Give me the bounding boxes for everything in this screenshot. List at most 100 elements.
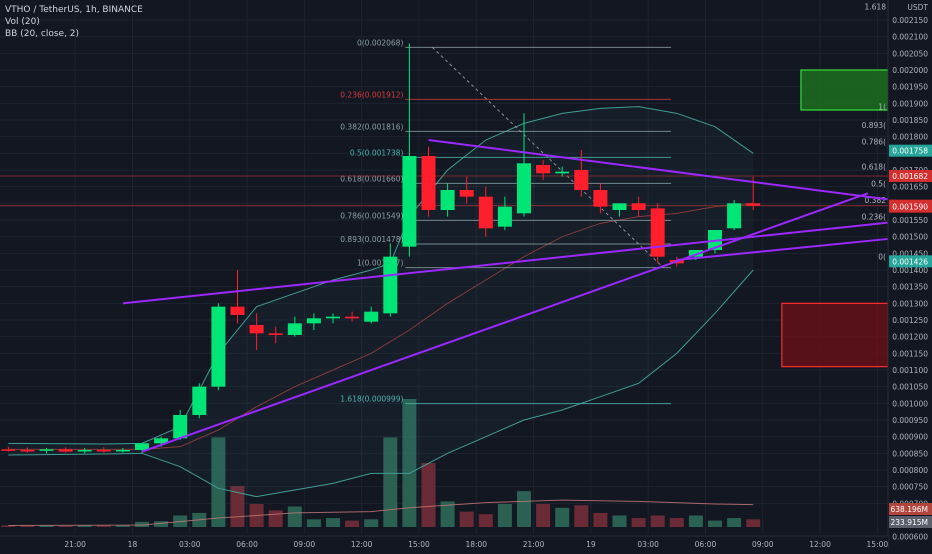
time-tick-label: 03:00 (637, 540, 659, 549)
price-tick-label: 0.000900 (892, 433, 928, 442)
candles (1, 43, 761, 454)
candle-up (727, 203, 742, 229)
volume-bar (536, 503, 551, 527)
price-tick-label: 0.000600 (892, 533, 928, 542)
price-tag-label: 0.001590 (892, 203, 928, 212)
fib-level-label: 0.236(0.001912) (340, 90, 403, 99)
symbol-title[interactable]: VTHO / TetherUS, 1h, BINANCE (5, 5, 143, 15)
fib-level-label: 1.618(0.000999) (340, 395, 403, 404)
candle-up (192, 386, 207, 415)
volume-bar (402, 399, 417, 527)
price-tick-label: 0.002100 (892, 33, 928, 42)
volume-bar (135, 521, 149, 527)
bollinger-basis (8, 202, 754, 450)
time-tick-label: 09:00 (752, 540, 774, 549)
volume-bar (421, 463, 436, 527)
candle-down (1, 449, 16, 451)
time-tick-label: 03:00 (179, 540, 201, 549)
time-tick-label: 15:00 (408, 540, 430, 549)
volume-bar (574, 505, 589, 527)
volume-bar (612, 515, 627, 527)
candle-up (154, 438, 169, 444)
volume-pane (1, 399, 761, 527)
candle-up (517, 163, 531, 214)
candle-up (688, 250, 703, 257)
candle-down (58, 449, 73, 452)
volume-bar (20, 525, 35, 527)
fib-level-label: 0.786(0.001549) (340, 211, 403, 220)
candle-up (383, 256, 398, 314)
candle-up (306, 318, 321, 324)
candle-down (574, 170, 589, 190)
fib-level-label: 1(0.001407) (357, 259, 403, 268)
price-tick-label: 0.002050 (892, 49, 928, 58)
volume-bar (96, 525, 111, 527)
price-tag (889, 200, 932, 213)
candle-down (421, 156, 436, 210)
target-zone (800, 69, 889, 111)
candle-up (555, 171, 570, 174)
volume-bar (669, 518, 684, 527)
price-tick-label: 0.001300 (892, 299, 928, 308)
volume-bar (77, 525, 92, 527)
fibonacci-retracement: 0(0.002068) 0.236(0.001912) 0.382(0.001816… (340, 3, 886, 405)
volume-bar (306, 519, 321, 527)
price-tick-label: 0.001400 (892, 266, 928, 275)
fib-level-label: 0.5(0.001738) (350, 148, 404, 157)
stop-zone (781, 302, 889, 368)
candle-down (631, 203, 646, 210)
time-tick-label: 06:00 (695, 540, 717, 549)
price-tick-label: 0.001900 (892, 99, 928, 108)
price-tick-label: 0.001150 (892, 349, 928, 358)
candle-down (345, 316, 360, 319)
volume-bar (631, 518, 646, 527)
volume-bar (708, 520, 722, 527)
bollinger-indicator-label[interactable]: BB (20, close, 2) (5, 29, 80, 39)
volume-tag-label: 638.196M (891, 505, 929, 514)
time-tick-label: 19 (586, 540, 596, 549)
candle-up (440, 190, 455, 210)
volume-ma-line (8, 499, 754, 526)
price-tick-label: 0.000950 (892, 416, 928, 425)
price-axis[interactable]: USDT0.0006000.0007000.0007500.0008000.00… (887, 0, 932, 550)
price-tick-label: 0.001950 (892, 83, 928, 92)
time-tick-label: 21:00 (64, 540, 86, 549)
volume-bar (58, 525, 73, 527)
price-tick-label: 0.001650 (892, 183, 928, 192)
time-axis[interactable]: 21:00 18 03:00 06:00 09:00 12:00 15:00 18:00 21:… (0, 535, 888, 550)
price-tag-label: 0.001758 (892, 147, 928, 156)
time-tick-label: 18 (128, 540, 138, 549)
volume-bar (727, 518, 742, 527)
volume-bar (497, 503, 512, 527)
candle-down (459, 190, 474, 197)
volume-bar (555, 507, 570, 527)
price-tick-label: 0.001100 (892, 366, 928, 375)
volume-bar (364, 519, 379, 527)
volume-tag (889, 503, 932, 515)
time-tick-label: 12:00 (351, 540, 373, 549)
volume-bar (39, 525, 54, 527)
volume-bar (517, 491, 531, 527)
price-tick-label: 0.001800 (892, 133, 928, 142)
price-tick-label: 0.001050 (892, 383, 928, 392)
volume-bar (746, 519, 761, 527)
price-tick-label: 0.001550 (892, 216, 928, 225)
volume-bar (268, 510, 283, 527)
volume-indicator-label[interactable]: Vol (20) (5, 17, 40, 27)
time-tick-label: 06:00 (236, 540, 258, 549)
time-tick-label: 12:00 (809, 540, 831, 549)
fib-level-label: 0.618(0.001660) (340, 174, 403, 183)
candle-up (211, 306, 226, 387)
candle-up (497, 206, 512, 227)
volume-bar (287, 506, 302, 527)
volume-bar (383, 437, 398, 527)
price-tag (889, 255, 932, 268)
price-tick-label: 0.000750 (892, 483, 928, 492)
candle-up (135, 443, 149, 450)
candle-up (115, 450, 130, 452)
price-axis-unit: USDT (907, 3, 928, 12)
fib-level-label: 0.382(0.001816) (340, 122, 403, 131)
volume-bar (326, 518, 340, 527)
